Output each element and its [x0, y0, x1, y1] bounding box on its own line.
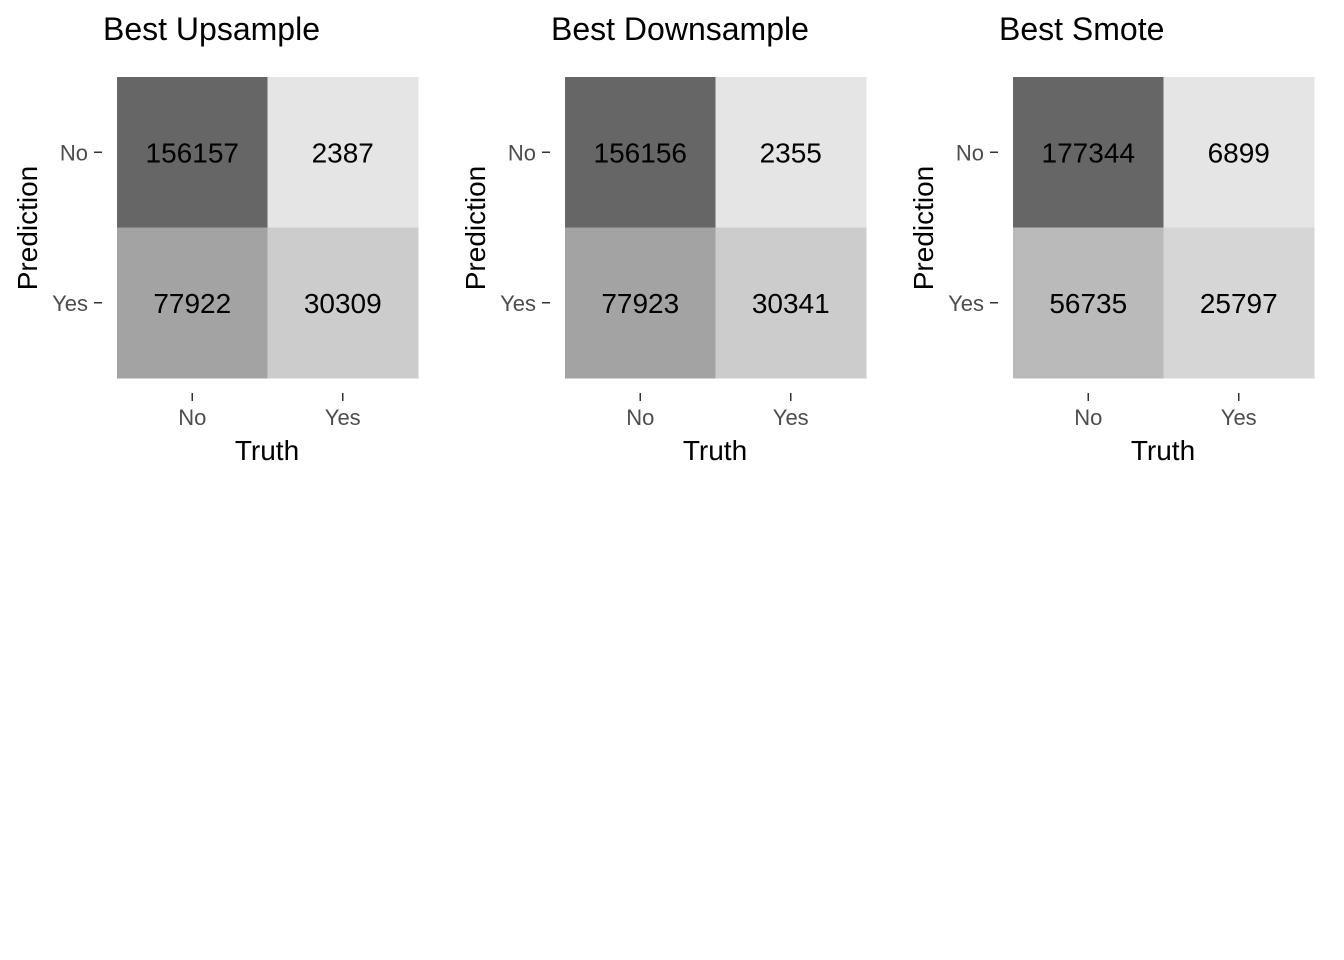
heatmap-cells: 177344 6899 56735 25797	[1013, 77, 1315, 379]
x-tick-label: No	[626, 405, 654, 430]
heatmap-cell	[267, 227, 419, 379]
panel-title: Best Smote	[999, 11, 1164, 47]
heatmap-cell	[565, 77, 716, 228]
x-tick-label: Yes	[773, 405, 809, 430]
y-tick-label: Yes	[948, 291, 984, 316]
y-axis-title: Prediction	[908, 166, 939, 291]
heatmap-cell	[1013, 227, 1164, 379]
heatmap-cell	[1163, 77, 1315, 228]
cell-value-label: 2355	[760, 137, 822, 168]
cell-value-label: 77923	[601, 288, 679, 319]
cell-value-label: 25797	[1200, 288, 1278, 319]
heatmap-cell	[715, 227, 867, 379]
y-tick-label: No	[956, 140, 984, 165]
x-axis-title: Truth	[1131, 435, 1195, 466]
cell-value-label: 177344	[1042, 137, 1135, 168]
y-tick-label: No	[60, 140, 88, 165]
x-axis-title: Truth	[683, 435, 747, 466]
y-tick-label: Yes	[500, 291, 536, 316]
cell-value-label: 30309	[304, 288, 382, 319]
heatmap-cells: 156157 2387 77922 30309	[117, 77, 419, 379]
x-tick-label: No	[1074, 405, 1102, 430]
heatmap-cell	[267, 77, 419, 228]
x-tick-label: Yes	[325, 405, 361, 430]
x-tick-label: No	[178, 405, 206, 430]
y-axis-title: Prediction	[460, 166, 491, 291]
cell-value-label: 156157	[146, 137, 239, 168]
axis-ticks: No Yes No Yes	[500, 140, 809, 430]
heatmap-cell	[1163, 227, 1315, 379]
cell-value-label: 56735	[1049, 288, 1127, 319]
panel-downsample: Best Downsample 156156 2355 77923 30341 No Y…	[460, 11, 867, 466]
panel-smote: Best Smote 177344 6899 56735 25797 No Yes No Y…	[908, 11, 1315, 466]
heatmap-cell	[1013, 77, 1164, 228]
cell-value-label: 6899	[1208, 137, 1270, 168]
heatmap-cell	[565, 227, 716, 379]
x-axis-title: Truth	[235, 435, 299, 466]
axis-ticks: No Yes No Yes	[948, 140, 1257, 430]
heatmap-cell	[117, 227, 268, 379]
cell-value-label: 2387	[312, 137, 374, 168]
cell-value-label: 77922	[153, 288, 231, 319]
heatmap-cell	[117, 77, 268, 228]
y-tick-label: Yes	[52, 291, 88, 316]
panel-upsample: Best Upsample 156157 2387 77922 30309 No Yes…	[12, 11, 419, 466]
cell-value-label: 30341	[752, 288, 830, 319]
heatmap-cell	[715, 77, 867, 228]
panel-title: Best Upsample	[103, 11, 320, 47]
heatmap-cells: 156156 2355 77923 30341	[565, 77, 867, 379]
cell-value-label: 156156	[594, 137, 687, 168]
axis-ticks: No Yes No Yes	[52, 140, 361, 430]
y-axis-title: Prediction	[12, 166, 43, 291]
panel-title: Best Downsample	[551, 11, 809, 47]
y-tick-label: No	[508, 140, 536, 165]
x-tick-label: Yes	[1221, 405, 1257, 430]
